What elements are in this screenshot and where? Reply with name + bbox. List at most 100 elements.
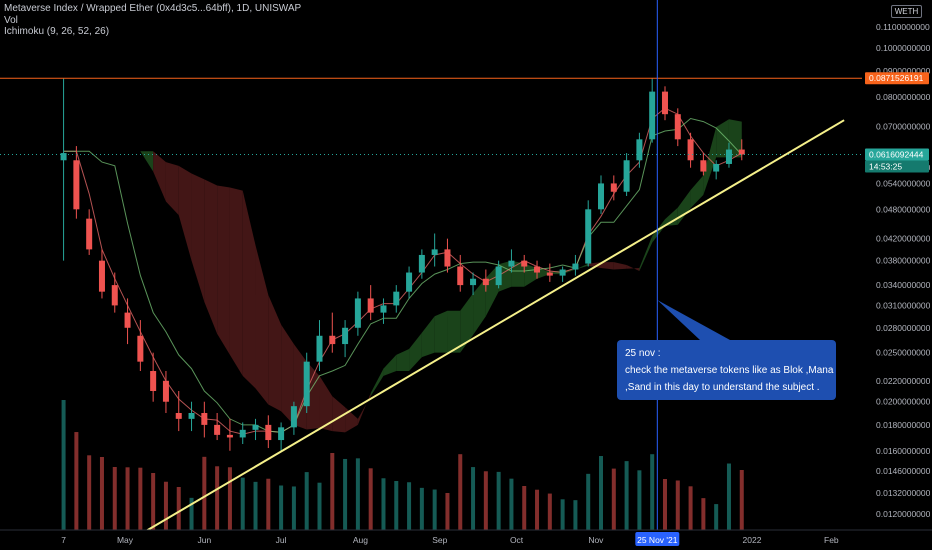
cloud-segment [229, 187, 243, 376]
candle-body [623, 160, 630, 192]
annotation-pointer [657, 300, 730, 340]
candle-body [342, 327, 349, 345]
candle [457, 254, 464, 292]
volume-bar [739, 470, 744, 530]
cloud-segment [191, 173, 205, 302]
candle-body [303, 361, 310, 407]
quote-currency-badge[interactable]: WETH [891, 5, 922, 18]
candle [150, 352, 157, 402]
cloud-segment [613, 262, 627, 270]
cloud-segment [255, 245, 269, 405]
candle [495, 260, 502, 289]
candle [393, 285, 400, 313]
volume-bar [483, 471, 488, 530]
candle-body [252, 424, 259, 430]
price-tick-label: 0.0310000000 [876, 300, 931, 310]
candle [470, 272, 477, 296]
candle [661, 86, 668, 121]
volume-bar [74, 432, 79, 530]
cloud-segment [728, 119, 742, 158]
volume-bar [650, 454, 655, 530]
price-marker-label: 0.0616092444 [869, 149, 924, 159]
countdown-marker: 14:53:25 [865, 160, 929, 173]
candle-body [546, 272, 553, 276]
candle-body [738, 149, 745, 155]
candle [418, 249, 425, 279]
cloud-segment [498, 260, 512, 292]
candle-body [60, 153, 67, 161]
resistance-price-marker: 0.0871526191 [865, 72, 929, 85]
symbol-title[interactable]: Metaverse Index / Wrapped Ether (0x4d3c5… [4, 3, 302, 14]
candle [354, 291, 361, 336]
candles [60, 78, 745, 451]
candle-body [380, 305, 387, 313]
cloud-segment [204, 179, 218, 334]
volume-bar [381, 478, 386, 530]
price-marker-box [865, 148, 929, 161]
cloud-segment [703, 127, 717, 195]
candle [329, 312, 336, 353]
kijun-line [63, 117, 743, 433]
cloud-segment [242, 190, 256, 389]
cloud-segment [357, 393, 371, 425]
candle [623, 153, 630, 196]
volume-bar [535, 489, 540, 530]
indicator-vol-label[interactable]: Vol [4, 14, 18, 26]
volume-bar [368, 468, 373, 530]
volume-bar [151, 473, 156, 530]
candle-body [572, 263, 579, 270]
volume-bar [176, 487, 181, 530]
crosshair-date-label: 25 Nov '21 [637, 535, 678, 545]
annotation-line-1: 25 nov : [625, 348, 661, 359]
price-tick-label: 0.0180000000 [876, 420, 931, 430]
price-tick-label: 0.0700000000 [876, 121, 931, 131]
price-axis[interactable]: 0.11000000000.10000000000.09000000000.08… [862, 0, 932, 530]
price-tick-label: 0.0250000000 [876, 348, 931, 358]
candle [738, 139, 745, 161]
candle-body [674, 114, 681, 140]
candle [534, 260, 541, 279]
price-tick-label: 0.0340000000 [876, 280, 931, 290]
cloud-segment [716, 119, 729, 158]
cloud-segment [639, 236, 653, 272]
price-tick-label: 0.0200000000 [876, 397, 931, 407]
crosshair-date-marker: 25 Nov '21 [635, 532, 680, 546]
candle-body [598, 183, 605, 210]
volume-bar [87, 455, 92, 530]
time-tick-label: Nov [588, 535, 604, 545]
volume-bar [343, 458, 348, 530]
drawings [0, 0, 862, 545]
candle-body [226, 434, 233, 438]
candle-body [188, 413, 195, 419]
volume-bar [586, 473, 591, 530]
chart-legend: Metaverse Index / Wrapped Ether (0x4d3c5… [4, 3, 301, 38]
time-tick-label: Jul [276, 535, 287, 545]
candle-body [585, 209, 592, 264]
volume-bar [573, 500, 578, 530]
annotation-callout[interactable]: 25 nov : check the metaverse tokens like… [617, 340, 836, 400]
price-tick-label: 0.1000000000 [876, 43, 931, 53]
time-axis[interactable]: 7 May Jun Jul Aug Sep Oct Nov 2022 Feb 25 Nov '21 [0, 529, 932, 550]
time-tick-label: 7 [61, 535, 66, 545]
candle-body [124, 312, 131, 328]
volume-bar [202, 456, 207, 530]
indicator-ichimoku-label[interactable]: Ichimoku (9, 26, 52, 26) [4, 26, 110, 37]
trendline [124, 119, 845, 545]
candle-body [444, 249, 451, 267]
volume-bar [61, 400, 66, 530]
cloud-segment [396, 348, 410, 372]
candle [674, 108, 681, 147]
time-tick-label: Feb [824, 535, 839, 545]
candle-body [470, 278, 477, 286]
time-tick-label: Oct [510, 535, 524, 545]
cloud-segment [306, 361, 320, 430]
candle [725, 142, 732, 168]
volume-bar [726, 463, 731, 530]
candle [278, 422, 285, 451]
cloud-segment [370, 368, 384, 397]
candle-body [661, 91, 668, 115]
price-tick-label: 0.0280000000 [876, 323, 931, 333]
candle-body [86, 218, 93, 250]
candle [175, 391, 182, 432]
